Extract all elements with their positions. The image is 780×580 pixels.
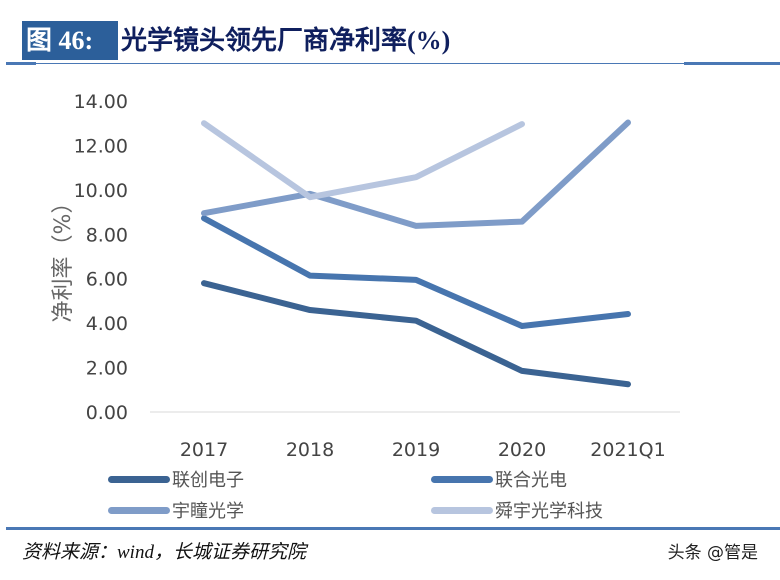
x-tick-label: 2017 bbox=[180, 439, 228, 460]
legend-item: 联创电子 bbox=[108, 466, 244, 492]
y-tick-label: 4.00 bbox=[86, 313, 128, 335]
y-tick-label: 14.00 bbox=[74, 91, 128, 113]
top-rule-right bbox=[684, 62, 780, 65]
line-chart: 0.00 2.00 4.00 6.00 8.00 10.00 12.00 14.00 2017 2… bbox=[51, 91, 680, 460]
y-tick-label: 12.00 bbox=[74, 135, 128, 157]
legend-item: 联合光电 bbox=[431, 466, 567, 492]
x-tick-label: 2018 bbox=[286, 439, 334, 460]
legend-swatch bbox=[431, 475, 493, 483]
legend-item: 宇瞳光学 bbox=[108, 497, 244, 523]
legend-label: 舜宇光学科技 bbox=[495, 501, 603, 522]
legend-label: 宇瞳光学 bbox=[172, 501, 244, 522]
y-tick-label: 10.00 bbox=[74, 180, 128, 202]
y-axis-label: 净利率（%） bbox=[51, 192, 76, 323]
bottom-rule bbox=[6, 527, 780, 530]
series-line-3 bbox=[201, 119, 631, 229]
figure-label: 图 46: bbox=[22, 21, 118, 60]
series-line-4 bbox=[201, 120, 525, 201]
legend-item: 舜宇光学科技 bbox=[431, 497, 603, 523]
top-rule-left bbox=[6, 62, 36, 65]
x-tick-label: 2021Q1 bbox=[590, 439, 665, 460]
legend-label: 联创电子 bbox=[172, 470, 244, 491]
y-tick-label: 2.00 bbox=[86, 358, 128, 380]
chart-title: 光学镜头领先厂商净利率(%) bbox=[121, 26, 451, 55]
watermark: 头条 @管是 bbox=[667, 543, 758, 563]
y-tick-label: 6.00 bbox=[86, 269, 128, 291]
series-line-2 bbox=[201, 215, 631, 330]
legend-label: 联合光电 bbox=[495, 470, 567, 491]
legend-swatch bbox=[108, 506, 170, 514]
y-tick-label: 8.00 bbox=[86, 224, 128, 246]
legend-swatch bbox=[431, 506, 493, 514]
legend-swatch bbox=[108, 475, 170, 483]
y-tick-label: 0.00 bbox=[86, 402, 128, 424]
source-note: 资料来源：wind，长城证券研究院 bbox=[22, 542, 306, 563]
x-tick-label: 2020 bbox=[498, 439, 546, 460]
top-rule bbox=[6, 63, 780, 64]
x-tick-label: 2019 bbox=[392, 439, 440, 460]
series-line-1 bbox=[201, 280, 631, 388]
